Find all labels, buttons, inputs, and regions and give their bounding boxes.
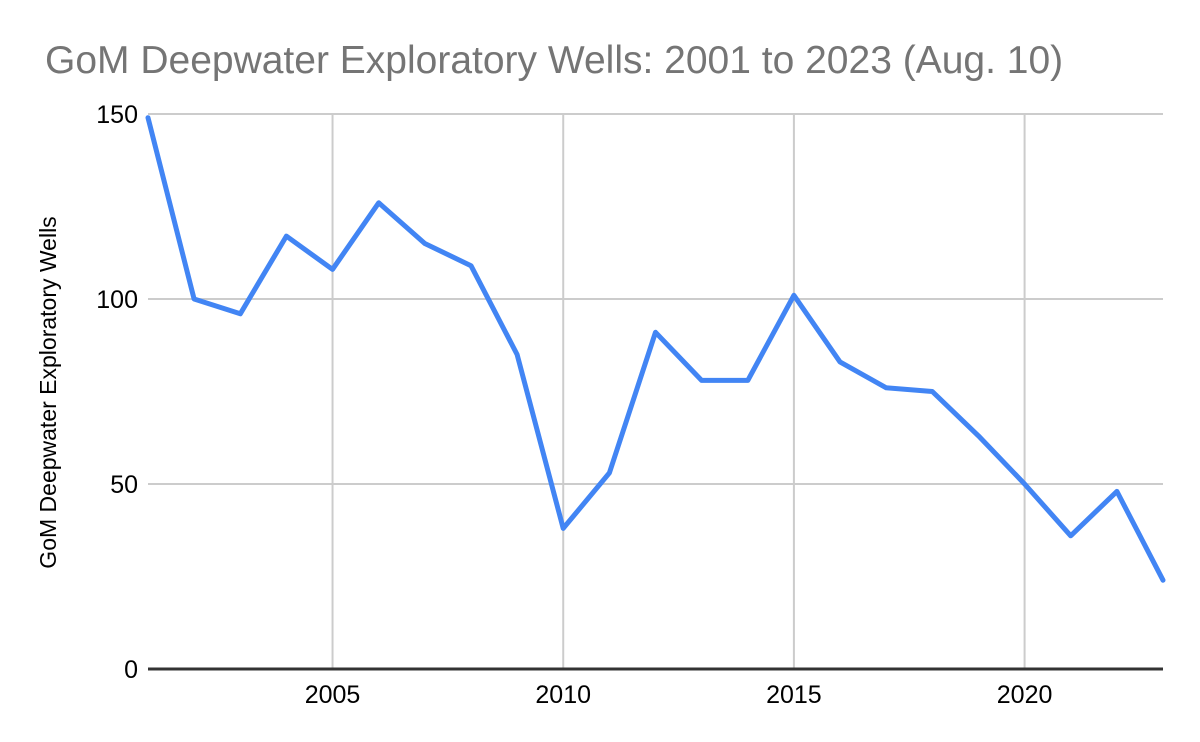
- x-tick-label: 2015: [766, 681, 822, 709]
- y-tick-label: 100: [96, 286, 138, 314]
- y-axis-title: GoM Deepwater Exploratory Wells: [35, 216, 61, 568]
- y-tick-label: 0: [124, 656, 138, 684]
- chart-title: GoM Deepwater Exploratory Wells: 2001 to…: [45, 39, 1064, 82]
- y-tick-label: 150: [96, 101, 138, 129]
- x-tick-label: 2010: [535, 681, 591, 709]
- y-tick-label: 50: [110, 471, 138, 499]
- x-tick-label: 2020: [997, 681, 1053, 709]
- data-series-line: [145, 115, 1166, 583]
- x-tick-label: 2005: [305, 681, 361, 709]
